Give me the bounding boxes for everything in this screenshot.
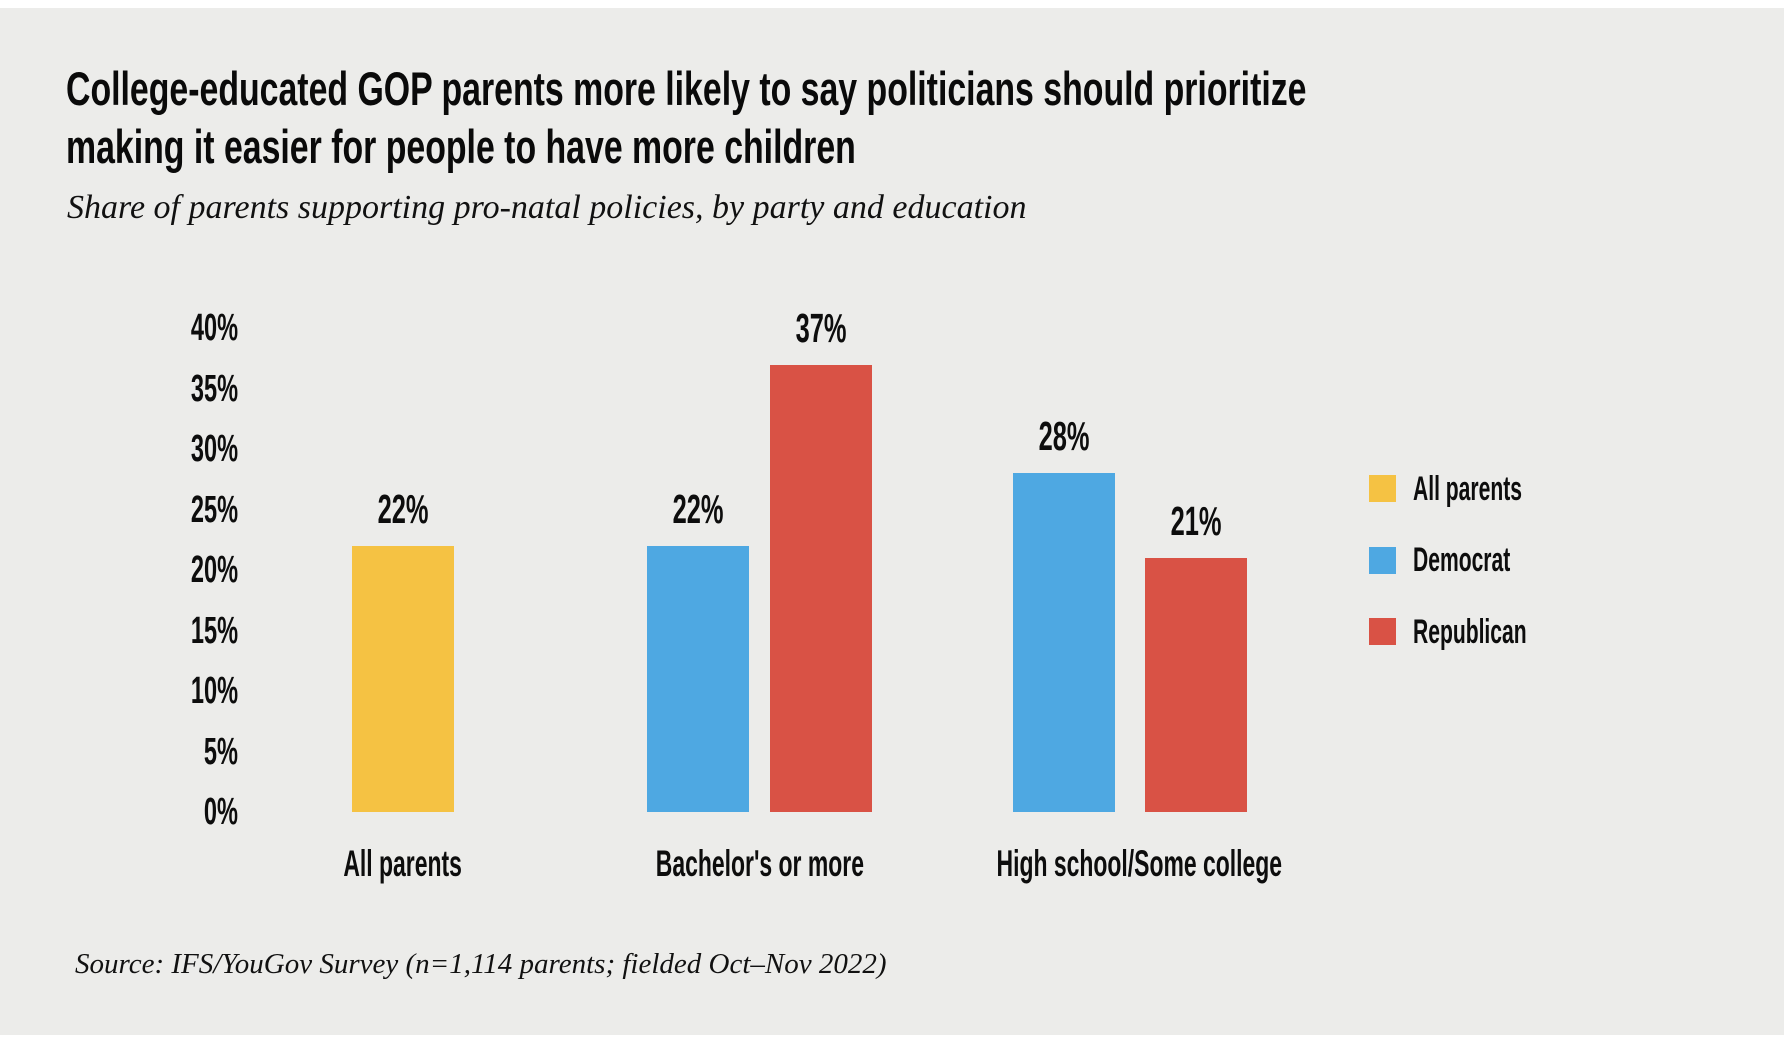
bar-republican-2: [1145, 558, 1247, 812]
bar-all-parents-0: [352, 546, 454, 812]
bar-value-label: 28%: [944, 416, 1184, 457]
source-note: Source: IFS/YouGov Survey (n=1,114 paren…: [75, 948, 887, 980]
bar-value-label: 22%: [578, 489, 818, 530]
bar-value-label: 22%: [283, 489, 523, 530]
y-axis-tick-label: 20%: [0, 550, 238, 590]
legend-swatch: [1369, 475, 1396, 502]
category-label-text: High school/Some college: [996, 843, 1283, 884]
bar-democrat-2: [1013, 473, 1115, 812]
category-label-text: Bachelor's or more: [655, 843, 865, 884]
y-axis-tick-label: 35%: [0, 369, 238, 409]
chart-panel-background: [0, 8, 1784, 1035]
bar-value-label: 21%: [1076, 501, 1316, 542]
y-axis-tick-text: 10%: [190, 670, 238, 713]
bar-value-text: 28%: [1038, 413, 1090, 460]
y-axis-tick-label: 15%: [0, 611, 238, 651]
y-axis-tick-text: 35%: [190, 367, 238, 410]
y-axis-tick-text: 0%: [203, 791, 238, 833]
legend-label-text: All parents: [1413, 469, 1522, 508]
chart-title-line-1: College-educated GOP parents more likely…: [66, 62, 1307, 115]
legend-item-republican: Republican: [1369, 615, 1596, 649]
legend-label: All parents: [1413, 472, 1589, 506]
bar-value-text: 22%: [672, 486, 724, 533]
y-axis-tick-text: 40%: [190, 307, 238, 350]
category-label-1: Bachelor's or more: [540, 845, 980, 883]
legend-label-text: Democrat: [1413, 541, 1511, 579]
y-axis-tick-text: 15%: [190, 609, 238, 652]
y-axis-tick-label: 30%: [0, 429, 238, 469]
legend-swatch: [1369, 618, 1396, 645]
category-label-text: All parents: [343, 843, 463, 884]
chart-subtitle: Share of parents supporting pro-natal po…: [67, 189, 1027, 226]
bar-value-text: 22%: [377, 486, 429, 533]
y-axis-tick-label: 0%: [0, 792, 238, 832]
bar-value-text: 37%: [795, 304, 847, 351]
y-axis-tick-text: 5%: [203, 730, 238, 773]
category-label-2: High school/Some college: [909, 845, 1349, 883]
y-axis-tick-label: 10%: [0, 671, 238, 711]
y-axis-tick-label: 40%: [0, 308, 238, 348]
legend-label: Republican: [1413, 615, 1596, 649]
category-label-0: All parents: [183, 845, 623, 883]
y-axis-tick-text: 20%: [190, 549, 238, 592]
bar-value-label: 37%: [701, 304, 941, 351]
legend-swatch: [1369, 546, 1396, 574]
y-axis-tick-text: 30%: [190, 428, 238, 471]
y-axis-tick-label: 25%: [0, 490, 238, 530]
legend-label-text: Republican: [1413, 612, 1527, 651]
legend-item-democrat: Democrat: [1369, 543, 1570, 577]
y-axis-tick-text: 25%: [190, 488, 238, 531]
bar-value-text: 21%: [1170, 498, 1222, 545]
bar-democrat-1: [647, 546, 749, 812]
legend-label: Democrat: [1413, 543, 1570, 577]
chart-title-line-2: making it easier for people to have more…: [66, 120, 856, 173]
y-axis-tick-label: 5%: [0, 732, 238, 772]
legend-item-all-parents: All parents: [1369, 472, 1589, 506]
bar-republican-1: [770, 364, 872, 812]
chart-title: College-educated GOP parents more likely…: [66, 60, 1784, 176]
